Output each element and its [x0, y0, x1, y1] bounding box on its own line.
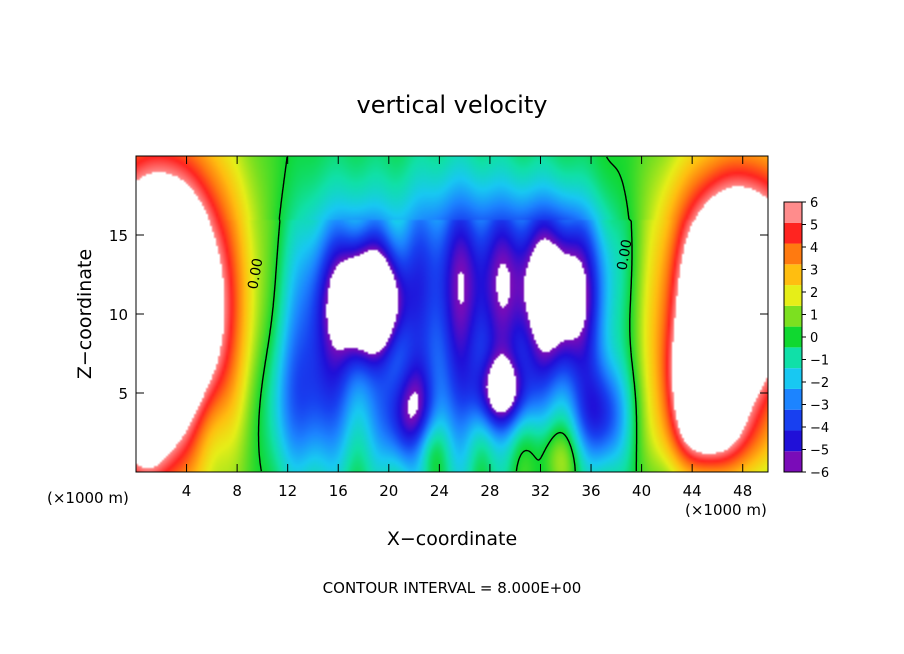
x-tick-label: 36	[581, 482, 600, 500]
colorbar-tick-label: 5	[810, 219, 818, 234]
colorbar-swatch	[784, 264, 802, 286]
colorbar-swatch	[784, 388, 802, 410]
x-axis-ticks: 4 8 12 16 20 24 28 32 36 40 44 48	[182, 156, 752, 500]
x-tick-label: 40	[632, 482, 651, 500]
colorbar: 6 5 4 3 2 1 0 −1 −2 −3 −4 −5 −6	[783, 196, 829, 481]
contour-lines	[257, 156, 638, 472]
colorbar-tick-label: 1	[810, 309, 818, 324]
contour-label: 0.00	[614, 238, 635, 271]
x-tick-label: 16	[329, 482, 348, 500]
x-tick-label: 8	[232, 482, 242, 500]
x-tick-label: 12	[278, 482, 297, 500]
colorbar-tick-label: −6	[810, 466, 829, 481]
colorbar-swatch	[784, 222, 802, 244]
colorbar-tick-label: 6	[810, 196, 818, 211]
x-tick-label: 4	[182, 482, 192, 500]
x-tick-label: 48	[733, 482, 752, 500]
x-unit-right: (×1000 m)	[685, 501, 767, 519]
colorbar-tick-label: −2	[810, 376, 829, 391]
colorbar-swatch	[784, 305, 802, 327]
colorbar-swatch	[784, 347, 802, 369]
colorbar-tick-label: 2	[810, 286, 818, 301]
colorbar-tick-label: 3	[810, 264, 818, 279]
heatmap-image	[136, 156, 768, 472]
colorbar-swatch	[784, 368, 802, 389]
x-tick-label: 32	[531, 482, 550, 500]
zero-contour	[257, 156, 638, 472]
plot-area	[136, 156, 768, 472]
colorbar-tick-label: −3	[810, 399, 829, 414]
colorbar-swatch	[784, 202, 802, 223]
x-tick-label: 20	[379, 482, 398, 500]
x-axis-label: X−coordinate	[387, 528, 517, 550]
x-tick-label: 28	[480, 482, 499, 500]
colorbar-swatch	[784, 451, 802, 472]
colorbar-swatch	[784, 430, 802, 452]
colorbar-tick-label: −4	[810, 421, 829, 436]
contour-labels: 0.00 0.00	[245, 238, 635, 290]
y-tick-label: 15	[109, 227, 128, 245]
colorbar-tick-label: −1	[810, 354, 829, 369]
y-tick-label: 10	[109, 306, 128, 324]
colorbar-swatch	[784, 243, 802, 265]
x-tick-label: 44	[683, 482, 702, 500]
colorbar-tick-label: −5	[810, 444, 829, 459]
y-axis-ticks: 5 10 15	[109, 227, 768, 403]
y-axis-label: Z−coordinate	[74, 249, 96, 379]
contour-label: 0.00	[245, 257, 266, 290]
x-unit-left: (×1000 m)	[47, 489, 129, 507]
colorbar-tick-label: 0	[810, 331, 818, 346]
contour-interval-note: CONTOUR INTERVAL = 8.000E+00	[323, 579, 582, 597]
x-tick-label: 24	[430, 482, 449, 500]
colorbar-swatch	[784, 409, 802, 431]
colorbar-swatch	[784, 326, 802, 348]
y-tick-label: 5	[118, 385, 128, 403]
colorbar-tick-label: 4	[810, 241, 818, 256]
colorbar-swatch	[784, 285, 802, 306]
chart-title: vertical velocity	[357, 91, 548, 119]
